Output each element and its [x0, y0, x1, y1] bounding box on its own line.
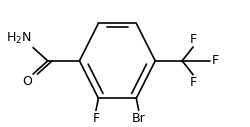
Text: O: O: [22, 75, 32, 88]
Text: F: F: [190, 76, 197, 89]
Text: F: F: [92, 112, 100, 125]
Text: F: F: [190, 33, 197, 46]
Text: H$_2$N: H$_2$N: [6, 31, 32, 46]
Text: Br: Br: [132, 112, 145, 125]
Text: F: F: [212, 54, 219, 67]
